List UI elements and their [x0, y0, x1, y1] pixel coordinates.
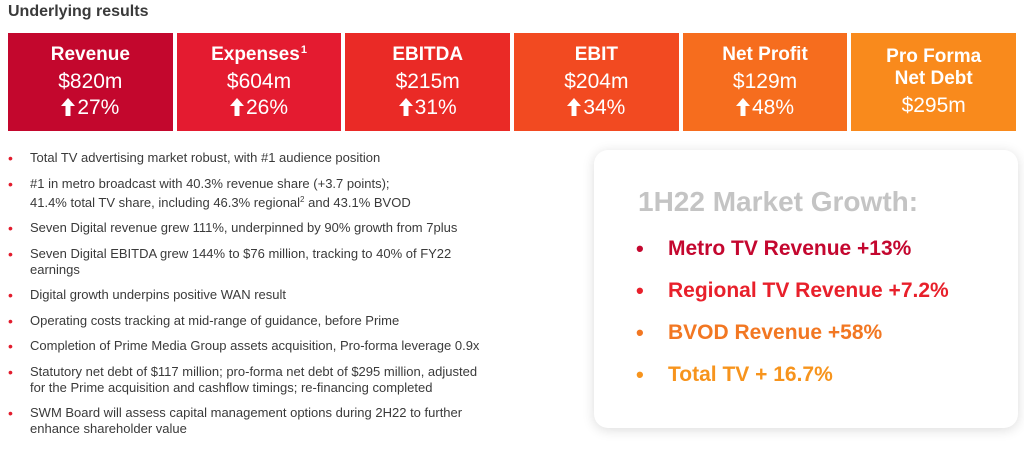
- list-item-text: Statutory net debt of $117 million; pro-…: [30, 363, 478, 379]
- pro-forma-net-debt-tile: Pro Forma Net Debt $295m: [851, 33, 1017, 131]
- tile-value: $295m: [901, 94, 966, 118]
- bullet-dot-icon: •: [636, 320, 644, 345]
- footnote-marker: 1: [300, 43, 307, 56]
- tile-value: $215m: [395, 69, 460, 93]
- bullet-dot-icon: •: [8, 245, 13, 262]
- list-item-text: Seven Digital revenue grew 111%, underpi…: [30, 220, 458, 235]
- bullet-dot-icon: •: [8, 405, 13, 421]
- up-arrow-icon: [398, 98, 413, 117]
- up-arrow-icon: [567, 98, 582, 117]
- up-arrow-icon: [61, 98, 76, 117]
- market-growth-text: Total TV + 16.7%: [668, 363, 833, 386]
- bullet-dot-icon: •: [8, 338, 13, 354]
- revenue-tile: Revenue $820m 27%: [8, 33, 173, 131]
- bullet-dot-icon: •: [636, 236, 644, 261]
- tile-value: $820m: [58, 69, 123, 93]
- ebitda-tile: EBITDA $215m 31%: [345, 33, 511, 131]
- market-growth-item: • BVOD Revenue +58%: [634, 320, 949, 362]
- tile-value: $204m: [564, 69, 629, 93]
- list-item: • Seven Digital EBITDA grew 144% to $76 …: [8, 246, 578, 278]
- up-arrow-icon: [736, 98, 750, 117]
- tile-change: 48%: [736, 95, 794, 120]
- section-heading: Underlying results: [8, 3, 149, 20]
- results-tiles: Revenue $820m 27% Expenses1 $604m 26% EB…: [8, 33, 1017, 131]
- tile-change-value: 26%: [245, 95, 289, 119]
- tile-label: Revenue: [50, 43, 130, 65]
- bullet-dot-icon: •: [8, 363, 13, 380]
- tile-label: Net Profit: [722, 43, 808, 65]
- footnote-marker: 2: [300, 194, 305, 204]
- tile-change: 26%: [229, 95, 289, 120]
- bullet-dot-icon: •: [8, 220, 13, 236]
- list-item: • Statutory net debt of $117 million; pr…: [8, 364, 578, 396]
- market-growth-list: • Metro TV Revenue +13% • Regional TV Re…: [634, 236, 949, 404]
- list-item-text: earnings: [30, 261, 80, 277]
- tile-change: 34%: [567, 95, 625, 120]
- list-item: • Completion of Prime Media Group assets…: [8, 338, 578, 354]
- list-item: • SWM Board will assess capital manageme…: [8, 405, 578, 437]
- up-arrow-icon: [229, 98, 244, 117]
- bullet-dot-icon: •: [8, 312, 13, 329]
- tile-change-value: 27%: [77, 95, 120, 119]
- market-growth-item: • Metro TV Revenue +13%: [634, 236, 949, 278]
- bullet-dot-icon: •: [8, 150, 13, 166]
- list-item: • Digital growth underpins positive WAN …: [8, 287, 578, 303]
- list-item-text: Seven Digital EBITDA grew 144% to $76 mi…: [30, 245, 452, 261]
- bullet-dot-icon: •: [8, 287, 13, 303]
- tile-change-value: 34%: [583, 95, 626, 119]
- list-item-text: Operating costs tracking at mid-range of…: [30, 312, 400, 328]
- list-item-text: and 43.1% BVOD: [304, 194, 411, 210]
- tile-label: Expenses1: [211, 44, 307, 67]
- tile-change-value: 48%: [752, 95, 795, 119]
- tile-label: EBITDA: [392, 43, 464, 65]
- bullet-dot-icon: •: [636, 362, 644, 387]
- list-item-text: #1 in metro broadcast with 40.3% revenue…: [30, 175, 390, 191]
- tile-label-line-1: Pro Forma: [886, 45, 982, 67]
- list-item-text: Total TV advertising market robust, with…: [30, 150, 381, 165]
- card-title: 1H22 Market Growth:: [638, 186, 919, 217]
- list-item-text: SWM Board will assess capital management…: [30, 405, 463, 420]
- list-item: • Total TV advertising market robust, wi…: [8, 150, 578, 166]
- tile-change-value: 31%: [414, 95, 457, 119]
- market-growth-text: Regional TV Revenue +7.2%: [668, 279, 949, 302]
- list-item: • Seven Digital revenue grew 111%, under…: [8, 220, 578, 236]
- list-item-text: Digital growth underpins positive WAN re…: [30, 287, 287, 302]
- expenses-tile: Expenses1 $604m 26%: [176, 33, 342, 131]
- market-growth-text: BVOD Revenue +58%: [668, 321, 883, 344]
- tile-value: $604m: [226, 69, 292, 93]
- list-item-text: for the Prime acquisition and cashflow t…: [30, 379, 433, 395]
- net-profit-tile: Net Profit $129m 48%: [682, 33, 848, 131]
- market-growth-text: Metro TV Revenue +13%: [668, 237, 912, 260]
- highlights-list: • Total TV advertising market robust, wi…: [8, 150, 578, 447]
- bullet-dot-icon: •: [8, 175, 13, 192]
- list-item-text: 41.4% total TV share, including 46.3% re…: [30, 194, 301, 210]
- list-item: • Operating costs tracking at mid-range …: [8, 313, 578, 329]
- tile-change: 27%: [61, 95, 119, 120]
- list-item-text: Completion of Prime Media Group assets a…: [30, 338, 480, 353]
- list-item-text: enhance shareholder value: [30, 421, 187, 436]
- market-growth-card: 1H22 Market Growth: • Metro TV Revenue +…: [594, 150, 1018, 428]
- market-growth-item: • Total TV + 16.7%: [634, 362, 949, 404]
- tile-change: 31%: [398, 95, 457, 120]
- tile-label-line-2: Net Debt: [894, 68, 973, 90]
- list-item: • #1 in metro broadcast with 40.3% reven…: [8, 176, 578, 211]
- bullet-dot-icon: •: [636, 278, 644, 303]
- tile-label-text: Expenses: [211, 43, 300, 65]
- market-growth-item: • Regional TV Revenue +7.2%: [634, 278, 949, 320]
- ebit-tile: EBIT $204m 34%: [514, 33, 679, 131]
- tile-label: EBIT: [574, 43, 618, 65]
- tile-value: $129m: [732, 69, 798, 93]
